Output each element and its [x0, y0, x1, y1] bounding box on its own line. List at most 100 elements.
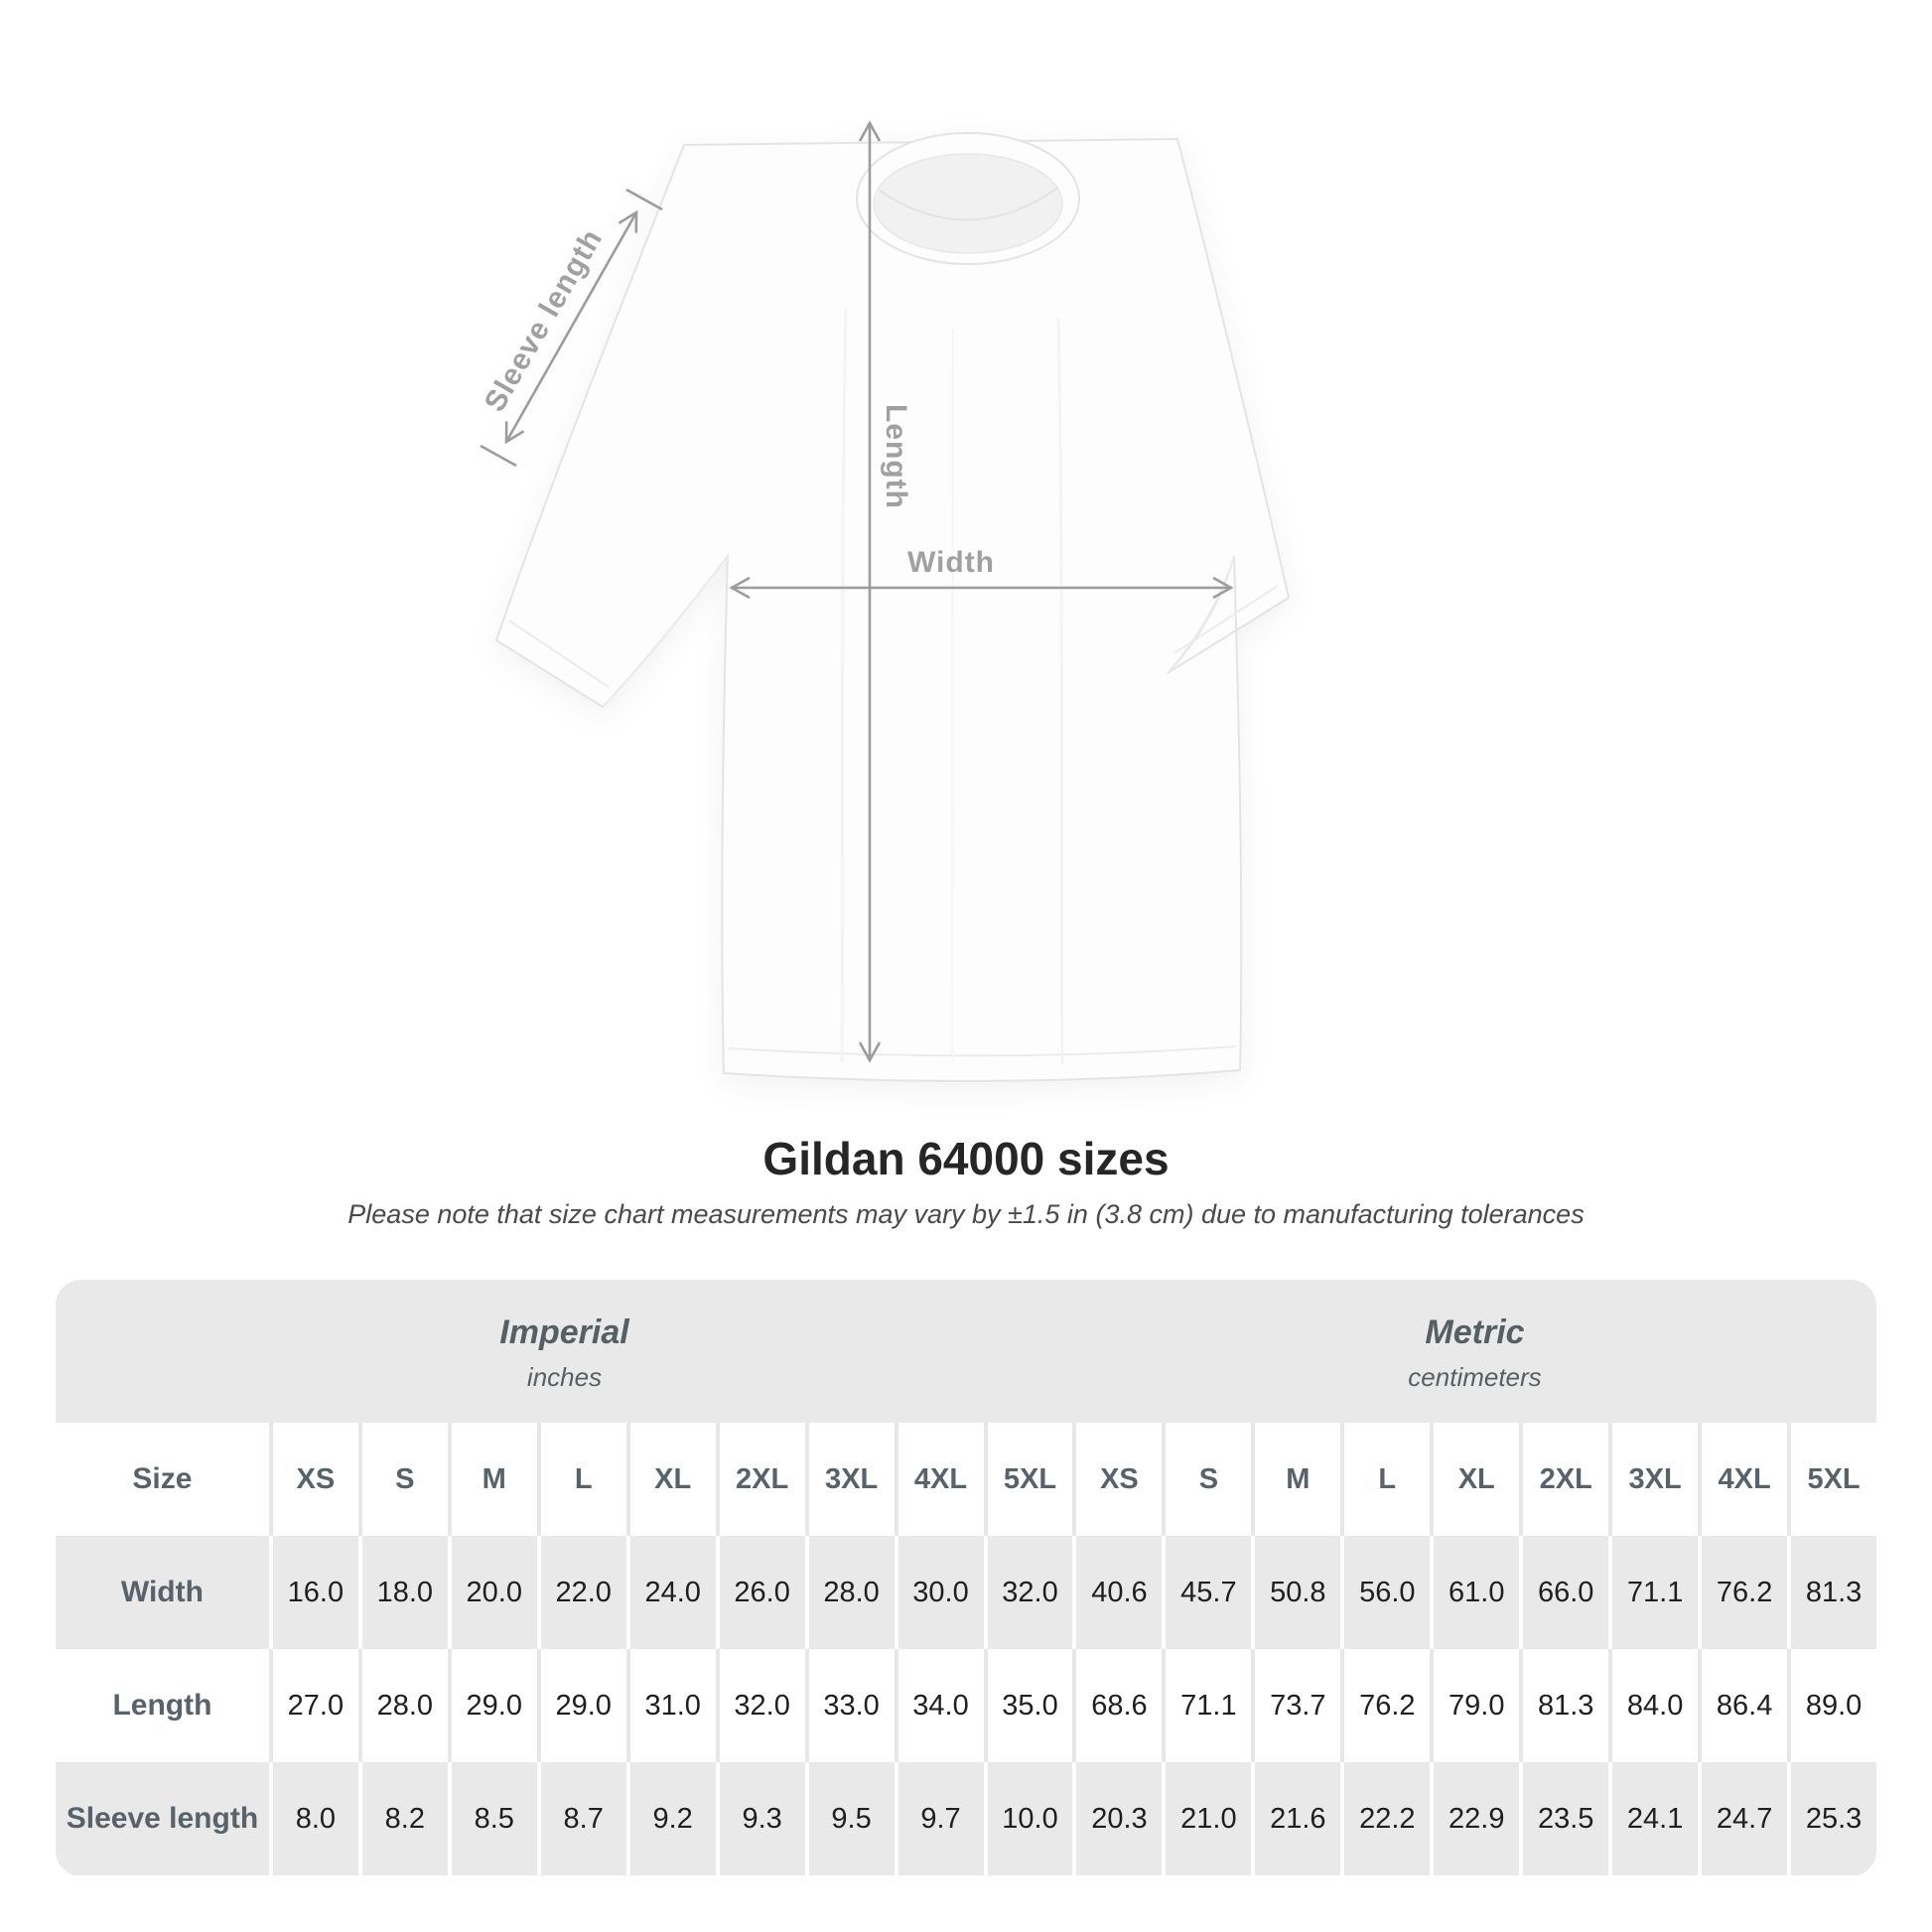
measurement-row: Sleeve length 8.0 8.2 8.5 8.7 9.2 9.3 9.5 9.7 10.…: [56, 1762, 1876, 1875]
measurement-arrows: [480, 120, 1234, 1063]
value-cell: 86.4: [1698, 1649, 1787, 1762]
value-cell: 22.2: [1340, 1762, 1430, 1875]
measurement-row: Width 16.0 18.0 20.0 22.0 24.0 26.0 28.0 30.0 32.…: [56, 1536, 1876, 1649]
value-cell: 18.0: [357, 1536, 448, 1649]
value-cell: 81.3: [1787, 1536, 1876, 1649]
shirt-measurement-diagram: Sleeve length Length Width: [479, 120, 1291, 1082]
value-cell: 8.5: [447, 1762, 537, 1875]
value-cell: 29.0: [536, 1649, 626, 1762]
tshirt-graphic: [480, 120, 1291, 1082]
value-cell: 20.0: [447, 1536, 537, 1649]
value-cell: 71.1: [1608, 1536, 1698, 1649]
value-cell: 8.2: [357, 1762, 448, 1875]
row-label: Width: [120, 1576, 204, 1608]
value-cell: 76.2: [1340, 1649, 1430, 1762]
sleeve-arrow-tick-bottom: [480, 444, 517, 468]
heading-block: Gildan 64000 sizes Please note that size…: [0, 1130, 1932, 1231]
tolerance-note: Please note that size chart measurements…: [347, 1199, 1585, 1229]
size-col-header: M: [1251, 1423, 1340, 1536]
value-cell: 24.7: [1698, 1762, 1787, 1875]
value-cell: 16.0: [268, 1536, 358, 1649]
value-cell: 61.0: [1430, 1536, 1519, 1649]
size-col-header: L: [536, 1423, 626, 1536]
size-col-header: 3XL: [1608, 1423, 1698, 1536]
value-cell: 21.0: [1162, 1762, 1251, 1875]
value-cell: 89.0: [1787, 1649, 1876, 1762]
value-cell: 31.0: [625, 1649, 716, 1762]
value-cell: 50.8: [1251, 1536, 1340, 1649]
size-col-header: 4XL: [1698, 1423, 1787, 1536]
tshirt-seams: [508, 555, 1279, 1057]
value-cell: 25.3: [1787, 1762, 1876, 1875]
value-cell: 27.0: [268, 1649, 358, 1762]
value-cell: 26.0: [715, 1536, 805, 1649]
value-cell: 32.0: [715, 1649, 805, 1762]
value-cell: 45.7: [1162, 1536, 1251, 1649]
value-cell: 40.6: [1072, 1536, 1162, 1649]
value-cell: 23.5: [1519, 1762, 1608, 1875]
width-label: Width: [906, 546, 996, 579]
row-label: Length: [112, 1689, 212, 1722]
size-col-header: XL: [1430, 1423, 1519, 1536]
value-cell: 9.5: [804, 1762, 895, 1875]
size-col-header: M: [447, 1423, 537, 1536]
value-cell: 76.2: [1698, 1536, 1787, 1649]
value-cell: 9.7: [894, 1762, 984, 1875]
size-col-header: S: [1162, 1423, 1251, 1536]
size-col-header: 2XL: [715, 1423, 805, 1536]
sleeve-arrow-tick-top: [625, 188, 663, 211]
size-col-header: L: [1340, 1423, 1430, 1536]
value-cell: 35.0: [983, 1649, 1073, 1762]
value-cell: 32.0: [983, 1536, 1073, 1649]
tshirt-creases: [840, 307, 1064, 1065]
value-cell: 28.0: [804, 1536, 895, 1649]
value-cell: 33.0: [804, 1649, 895, 1762]
value-cell: 9.3: [715, 1762, 805, 1875]
value-cell: 81.3: [1519, 1649, 1608, 1762]
table-rows: Size XS S M L XL 2XL 3XL 4XL 5XL XS S M L XL 2XL 3XL 4XL 5…: [56, 1423, 1876, 1875]
value-cell: 21.6: [1251, 1762, 1340, 1875]
value-cell: 73.7: [1251, 1649, 1340, 1762]
value-cell: 28.0: [357, 1649, 448, 1762]
metric-title: Metric: [1425, 1313, 1525, 1351]
imperial-subtitle: inches: [526, 1362, 603, 1392]
collar: [856, 132, 1080, 265]
page-title: Gildan 64000 sizes: [762, 1133, 1170, 1184]
size-col-header: XL: [625, 1423, 716, 1536]
size-header-row: Size XS S M L XL 2XL 3XL 4XL 5XL XS S M L XL 2XL 3XL 4XL 5…: [56, 1423, 1876, 1536]
size-col-header: 5XL: [1787, 1423, 1876, 1536]
metric-subtitle: centimeters: [1408, 1362, 1542, 1392]
unit-header-band: Imperial inches Metric centimeters: [56, 1280, 1876, 1423]
measurement-row: Length 27.0 28.0 29.0 29.0 31.0 32.0 33.0 34.0 35…: [56, 1649, 1876, 1762]
size-col-header: XS: [1072, 1423, 1162, 1536]
value-cell: 79.0: [1430, 1649, 1519, 1762]
value-cell: 22.0: [536, 1536, 626, 1649]
size-col-header: XS: [268, 1423, 358, 1536]
value-cell: 66.0: [1519, 1536, 1608, 1649]
value-cell: 9.2: [625, 1762, 716, 1875]
value-cell: 29.0: [447, 1649, 537, 1762]
value-cell: 8.7: [536, 1762, 626, 1875]
metric-header: Metric centimeters: [1073, 1280, 1876, 1423]
value-cell: 22.9: [1430, 1762, 1519, 1875]
value-cell: 71.1: [1162, 1649, 1251, 1762]
row-label: Sleeve length: [66, 1802, 259, 1835]
size-col-header: 4XL: [894, 1423, 984, 1536]
sleeve-length-arrow: [504, 209, 638, 445]
value-cell: 68.6: [1072, 1649, 1162, 1762]
imperial-header: Imperial inches: [56, 1280, 1073, 1423]
value-cell: 20.3: [1072, 1762, 1162, 1875]
size-col-header: 5XL: [983, 1423, 1073, 1536]
size-col-header: 3XL: [804, 1423, 895, 1536]
value-cell: 8.0: [268, 1762, 358, 1875]
imperial-title: Imperial: [499, 1313, 629, 1351]
value-cell: 10.0: [983, 1762, 1073, 1875]
value-cell: 24.1: [1608, 1762, 1698, 1875]
tshirt-silhouette: [494, 137, 1291, 1082]
length-label: Length: [880, 404, 912, 509]
value-cell: 24.0: [625, 1536, 716, 1649]
value-cell: 56.0: [1340, 1536, 1430, 1649]
size-col-header: S: [357, 1423, 448, 1536]
value-cell: 34.0: [894, 1649, 984, 1762]
value-cell: 84.0: [1608, 1649, 1698, 1762]
